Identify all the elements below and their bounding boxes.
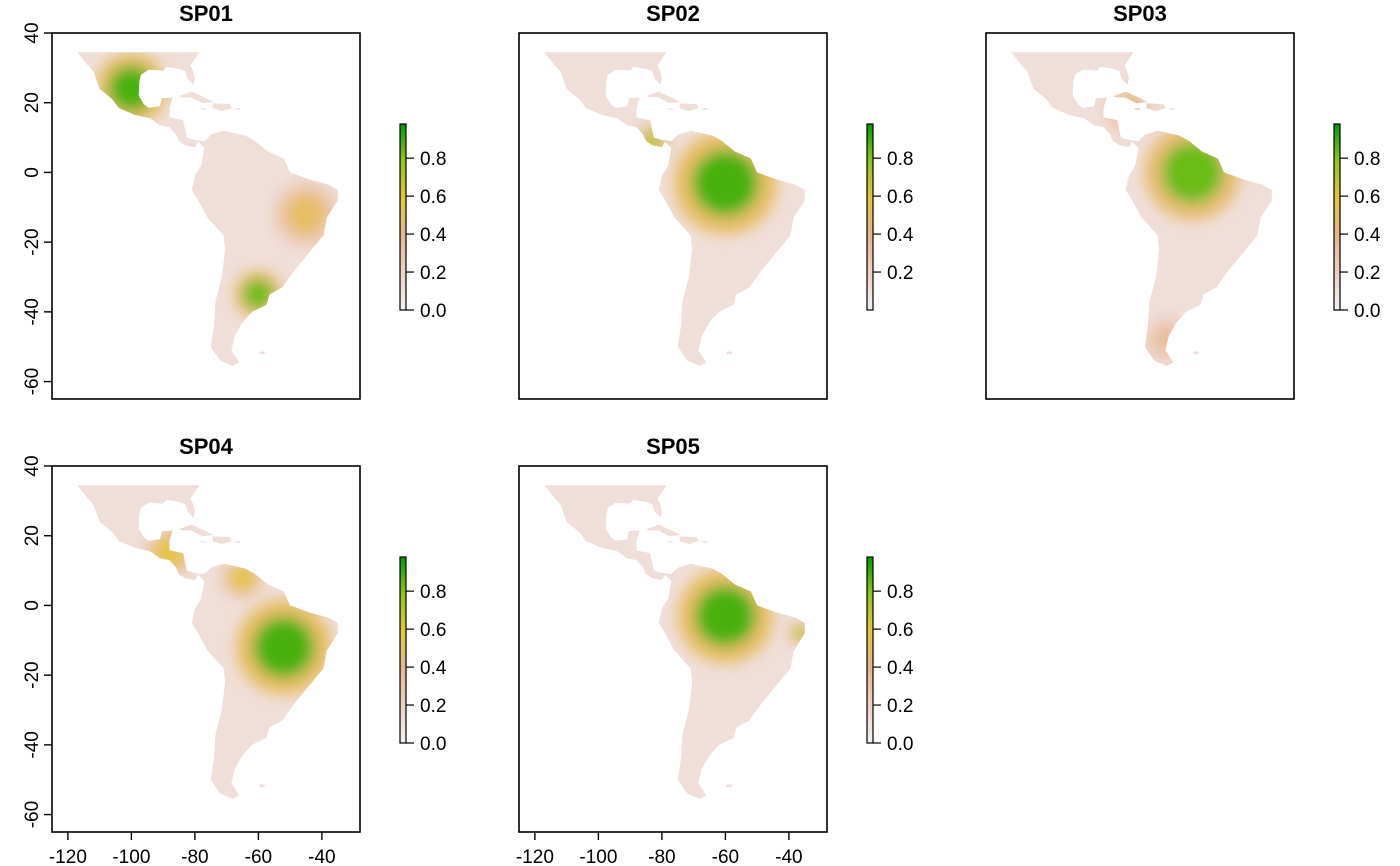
panel-title: SP02: [646, 1, 700, 26]
x-tick-label: -120: [516, 847, 554, 866]
panel-title: SP04: [179, 434, 234, 459]
y-tick-label: -60: [22, 368, 43, 395]
legend-tick-label: 0.4: [887, 658, 914, 679]
x-tick-label: -100: [112, 847, 150, 866]
legend-colorbar: 0.0 0.2 0.4 0.6 0.8: [399, 123, 447, 322]
suitability-hotspot: [1113, 94, 1145, 125]
suitability-hotspot: [108, 65, 155, 112]
legend-tick-label: 0.0: [1354, 301, 1380, 322]
plot-frame: [985, 32, 1295, 400]
legend-tick-label: 0.4: [1354, 225, 1381, 246]
suitability-halo: [1105, 85, 1153, 134]
y-axis: -60 -40 -20 0 20 40: [22, 455, 52, 828]
panel-title: SP05: [646, 434, 700, 459]
y-tick-label: -20: [22, 661, 43, 688]
y-tick-label: 0: [22, 167, 43, 178]
suitability-hotspot: [1151, 324, 1183, 355]
legend-colorbar: 0.2 0.4 0.6 0.8: [866, 123, 914, 311]
plot-frame: [51, 32, 361, 400]
x-axis: -120 -100 -80 -60 -40: [516, 832, 803, 866]
y-tick-label: -40: [22, 298, 43, 325]
map-panel-sp02: SP02 0.2 0.4 0.6 0.8: [518, 1, 914, 400]
plot-frame: [51, 465, 361, 833]
legend-tick-label: 0.2: [1354, 263, 1380, 284]
legend-tick-label: 0.6: [887, 187, 913, 208]
legend-tick-label: 0.4: [420, 658, 447, 679]
legend-tick-label: 0.0: [887, 734, 913, 755]
land-raster: [77, 52, 338, 366]
legend-colorbar: 0.0 0.2 0.4 0.6 0.8: [399, 556, 447, 755]
legend-tick-label: 0.4: [887, 225, 914, 246]
y-tick-label: 40: [22, 22, 43, 43]
legend-tick-label: 0.8: [420, 582, 446, 603]
y-tick-label: -60: [22, 801, 43, 828]
legend-tick-label: 0.4: [420, 225, 447, 246]
x-tick-label: -120: [49, 847, 87, 866]
x-tick-label: -60: [245, 847, 272, 866]
x-tick-label: -60: [712, 847, 739, 866]
land-raster: [544, 52, 805, 366]
suitability-hotspot: [1161, 141, 1223, 203]
land-raster: [544, 485, 805, 799]
legend-tick-label: 0.6: [420, 187, 446, 208]
suitability-hotspot: [642, 130, 663, 152]
y-tick-label: 0: [22, 600, 43, 611]
y-tick-label: 20: [22, 92, 43, 113]
x-axis: -120 -100 -80 -60 -40: [49, 832, 336, 866]
plot-frame: [518, 465, 828, 833]
x-tick-label: -40: [308, 847, 335, 866]
legend-tick-label: 0.0: [420, 301, 446, 322]
x-tick-label: -80: [181, 847, 208, 866]
suitability-hotspot: [285, 193, 327, 235]
suitability-hotspot: [253, 616, 315, 678]
land-raster: [1011, 52, 1272, 366]
suitability-hotspot: [793, 625, 805, 641]
x-tick-label: -80: [648, 847, 675, 866]
y-tick-label: 40: [22, 455, 43, 476]
x-tick-label: -100: [579, 847, 617, 866]
y-tick-label: -20: [22, 228, 43, 255]
map-panel-sp01: SP01 -60 -40 -20 0 20 40 0.0 0.2 0.4 0.6 0.8: [22, 1, 447, 400]
legend-tick-label: 0.8: [1354, 149, 1380, 170]
legend-tick-label: 0.0: [420, 734, 446, 755]
land-raster: [77, 485, 338, 799]
legend-tick-label: 0.6: [1354, 187, 1380, 208]
plot-frame: [518, 32, 828, 400]
legend-tick-label: 0.8: [887, 149, 913, 170]
panel-title: SP03: [1113, 1, 1167, 26]
suitability-hotspot: [154, 537, 185, 569]
suitability-hotspot: [243, 279, 274, 310]
map-panel-sp05: SP05 -120 -100 -80 -60 -40 0.0 0.2 0.4 0.6 0.8: [516, 434, 914, 866]
legend-tick-label: 0.2: [420, 696, 446, 717]
map-panel-sp03: SP03 0.0 0.2 0.4 0.6 0.8: [985, 1, 1381, 400]
suitability-hotspot: [692, 149, 759, 216]
y-tick-label: 20: [22, 525, 43, 546]
legend-tick-label: 0.2: [420, 263, 446, 284]
x-tick-label: -40: [775, 847, 802, 866]
legend-tick-label: 0.8: [887, 582, 913, 603]
suitability-hotspot: [229, 564, 256, 591]
legend-tick-label: 0.2: [887, 696, 913, 717]
legend-tick-label: 0.8: [420, 149, 446, 170]
y-axis: -60 -40 -20 0 20 40: [22, 22, 52, 395]
legend-colorbar: 0.0 0.2 0.4 0.6 0.8: [1333, 123, 1381, 322]
legend-tick-label: 0.6: [420, 620, 446, 641]
legend-colorbar: 0.0 0.2 0.4 0.6 0.8: [866, 556, 914, 755]
legend-tick-label: 0.2: [887, 263, 913, 284]
y-tick-label: -40: [22, 731, 43, 758]
suitability-hotspot: [694, 585, 756, 647]
legend-tick-label: 0.6: [887, 620, 913, 641]
panel-title: SP01: [179, 1, 233, 26]
